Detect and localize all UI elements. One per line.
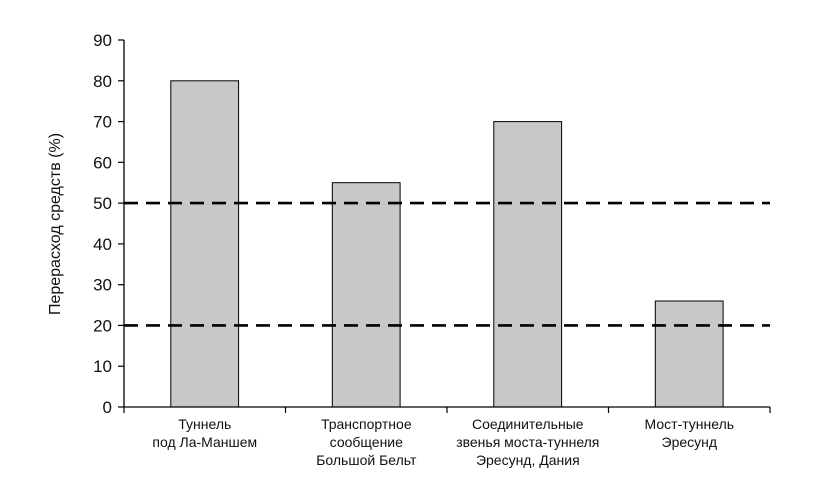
x-category-labels: Туннель под Ла-Маншем Транспортное сообщени…: [123, 407, 771, 468]
y-tick-label-40: 40: [93, 235, 112, 254]
y-tick-label-50: 50: [93, 194, 112, 213]
y-tick-label-60: 60: [93, 153, 112, 172]
x-category-label-1: Туннель под Ла-Маншем: [152, 416, 257, 450]
y-tick-label-20: 20: [93, 316, 112, 335]
x-category-label-2: Транспортное сообщение Большой Бельт: [316, 416, 417, 468]
bar-1: [170, 80, 240, 408]
bar-3: [493, 121, 563, 408]
x-category-label-3: Соединительные звенья моста-туннеля Эресун…: [456, 416, 599, 468]
y-tick-label-80: 80: [93, 72, 112, 91]
y-axis-label: Перерасход средств (%): [47, 133, 64, 315]
y-tick-label-30: 30: [93, 276, 112, 295]
y-tick-label-90: 90: [93, 31, 112, 50]
y-tick-label-70: 70: [93, 113, 112, 132]
bar-2: [331, 182, 401, 408]
reference-lines: [124, 201, 770, 327]
y-ticks: 0 10 20 30 40 50 60 70 80 90: [93, 31, 124, 417]
y-tick-label-10: 10: [93, 357, 112, 376]
x-category-label-4: Мост-туннель Эресунд: [645, 416, 735, 450]
bar-4: [654, 300, 724, 408]
y-tick-label-0: 0: [103, 398, 112, 417]
bars-layer: [170, 80, 724, 408]
